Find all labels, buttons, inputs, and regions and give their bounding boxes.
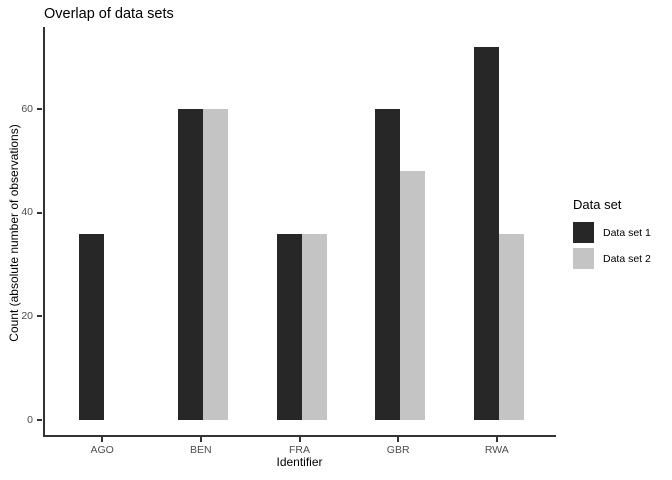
y-tick — [37, 419, 42, 421]
bar-fra-series-2 — [301, 233, 327, 420]
bar-rwa-series-1 — [473, 47, 499, 420]
x-tick-label: AGO — [90, 444, 114, 456]
chart-title: Overlap of data sets — [44, 6, 174, 22]
y-tick-label: 60 — [21, 102, 33, 115]
legend-items: Data set 1 Data set 2 — [573, 222, 651, 269]
bar-fra-series-1 — [276, 233, 302, 420]
x-tick-label: BEN — [190, 444, 212, 456]
x-tick-label: RWA — [484, 444, 509, 456]
y-tick-label: 40 — [21, 206, 33, 219]
x-tick — [298, 437, 301, 442]
x-tick — [199, 437, 202, 442]
plot-panel — [43, 27, 556, 437]
legend-swatch-icon — [573, 222, 594, 243]
x-axis-title: Identifier — [276, 455, 323, 469]
y-tick — [37, 108, 42, 111]
legend-item-label: Data set 1 — [603, 226, 651, 239]
bar-gbr-series-1 — [375, 109, 401, 420]
legend-title: Data set — [573, 197, 622, 212]
x-tick — [495, 437, 498, 442]
x-tick — [101, 437, 104, 442]
x-tick-label: FRA — [289, 444, 310, 456]
bar-ago-series-1 — [79, 233, 105, 420]
legend-item-1: Data set 1 — [573, 222, 651, 243]
x-tick — [397, 437, 400, 442]
y-tick-label: 20 — [21, 309, 33, 322]
bar-ben-series-1 — [177, 109, 203, 420]
y-tick-label: 0 — [27, 413, 33, 426]
y-tick — [37, 211, 42, 214]
legend: Data set Data set 1 Data set 2 — [573, 197, 651, 274]
legend-item-2: Data set 2 — [573, 248, 651, 269]
y-tick — [37, 315, 42, 318]
legend-swatch-icon — [573, 248, 594, 269]
bar-gbr-series-2 — [400, 171, 426, 420]
bar-ben-series-2 — [202, 109, 228, 420]
bar-rwa-series-2 — [498, 233, 524, 420]
legend-item-label: Data set 2 — [603, 252, 651, 265]
x-tick-label: GBR — [386, 444, 410, 456]
